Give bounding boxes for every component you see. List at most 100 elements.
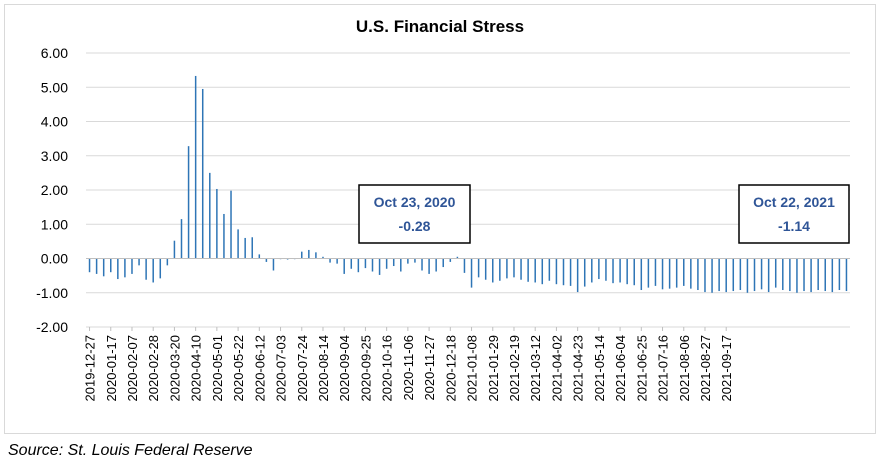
y-tick-label: 6.00 — [41, 45, 68, 61]
x-tick-label: 2020-08-14 — [316, 335, 331, 402]
x-tick-label: 2021-06-04 — [613, 335, 628, 402]
bar — [583, 258, 586, 287]
bar — [117, 258, 119, 280]
x-tick-label: 2021-05-14 — [592, 335, 607, 402]
bar — [683, 258, 685, 286]
bar — [640, 258, 643, 291]
bar — [711, 258, 713, 293]
bar — [810, 258, 812, 293]
bar — [463, 258, 466, 273]
bar — [782, 258, 784, 291]
bar — [803, 258, 805, 292]
bar — [767, 258, 770, 293]
bar — [746, 258, 749, 293]
bar — [760, 258, 763, 290]
bar — [400, 258, 402, 272]
bar — [817, 258, 819, 291]
bar — [209, 172, 211, 259]
bar — [230, 190, 232, 259]
bar — [718, 258, 720, 292]
annotation-2020-value: -0.28 — [399, 218, 431, 234]
bar — [484, 258, 487, 280]
annotation-2021-value: -1.14 — [778, 218, 810, 234]
x-tick-label: 2020-09-04 — [337, 335, 352, 402]
bar — [166, 258, 169, 266]
bar — [739, 258, 742, 291]
bar — [838, 258, 841, 291]
bar — [548, 258, 551, 281]
bar — [364, 258, 367, 269]
x-tick-label: 2020-11-06 — [401, 335, 416, 401]
bar — [675, 258, 678, 288]
bar — [506, 258, 508, 279]
bar — [159, 258, 162, 279]
bar — [216, 188, 218, 259]
bar — [336, 258, 338, 264]
bar — [633, 258, 635, 286]
x-tick-label: 2020-06-12 — [252, 335, 267, 402]
x-tick-label: 2020-09-25 — [358, 335, 373, 402]
bar — [343, 258, 345, 274]
bar — [499, 258, 501, 281]
x-tick-label: 2021-04-23 — [571, 335, 586, 402]
x-tick-label: 2020-07-03 — [274, 335, 289, 402]
bar — [110, 258, 112, 273]
x-tick-label: 2021-08-27 — [698, 335, 713, 402]
bar — [378, 258, 381, 275]
x-tick-label: 2021-09-17 — [719, 335, 734, 402]
bar — [576, 258, 579, 293]
bar — [329, 258, 331, 263]
bar-series — [88, 75, 848, 293]
bar — [520, 258, 522, 280]
bar — [385, 258, 388, 269]
bar — [534, 258, 536, 283]
bar — [477, 258, 480, 278]
bar — [513, 258, 515, 278]
bar — [845, 258, 848, 292]
bar — [315, 252, 317, 259]
bar — [237, 229, 239, 259]
bar — [492, 258, 494, 283]
bar — [152, 258, 154, 283]
x-tick-label: 2020-07-24 — [295, 335, 310, 402]
bar — [414, 258, 416, 263]
bar — [789, 258, 791, 292]
bar — [824, 258, 826, 292]
bar — [138, 258, 140, 266]
bar — [612, 258, 614, 284]
bar — [265, 258, 268, 262]
bar — [774, 258, 777, 288]
bar — [180, 219, 183, 259]
y-tick-label: 5.00 — [41, 79, 68, 95]
bar — [753, 258, 756, 292]
bar — [569, 258, 572, 286]
x-tick-label: 2020-05-01 — [210, 335, 225, 402]
bar — [272, 258, 275, 271]
bar — [173, 240, 176, 259]
bar — [591, 258, 593, 283]
bar — [223, 213, 225, 259]
x-tick-label: 2021-04-02 — [549, 335, 564, 402]
x-tick-label: 2020-11-27 — [422, 335, 437, 401]
bar — [449, 258, 452, 262]
bar — [831, 258, 834, 293]
y-tick-label: -2.00 — [36, 319, 68, 335]
bar — [322, 256, 324, 259]
x-axis-ticks: 2019-12-27 2020-01-17 2020-02-07 2020-02-28… — [83, 327, 734, 402]
bar — [102, 258, 105, 277]
source-note: Source: St. Louis Federal Reserve — [8, 442, 253, 459]
bar — [598, 258, 600, 280]
y-tick-label: 1.00 — [41, 216, 68, 232]
bar — [371, 258, 374, 272]
bar — [428, 258, 430, 274]
chart-title: U.S. Financial Stress — [356, 17, 524, 36]
bar — [456, 256, 459, 259]
x-tick-label: 2020-02-28 — [146, 335, 161, 402]
x-tick-label: 2021-01-29 — [486, 335, 501, 402]
x-tick-label: 2021-02-19 — [507, 335, 522, 402]
bar — [732, 258, 735, 292]
bar — [201, 88, 204, 259]
bar — [258, 254, 261, 259]
bar — [562, 258, 565, 286]
bar — [124, 258, 126, 278]
